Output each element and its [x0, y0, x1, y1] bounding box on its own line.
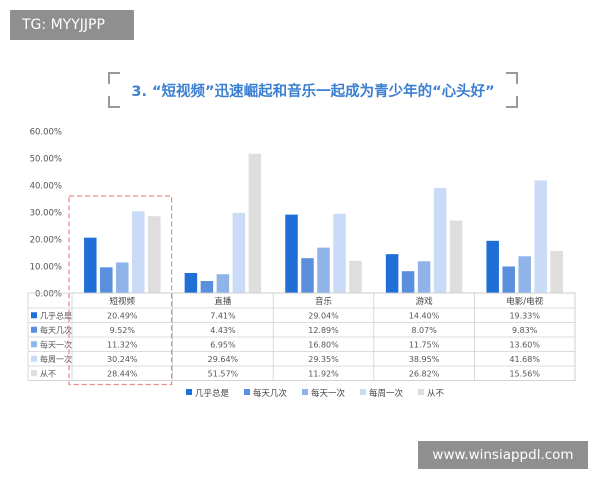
bar-1	[184, 272, 198, 293]
data-label: 20.49%	[107, 311, 138, 320]
frame-corner-bottom-right	[506, 96, 518, 108]
bar-5	[248, 153, 262, 293]
bar-2	[200, 281, 214, 293]
bar-3	[317, 247, 330, 293]
data-label: 8.07%	[411, 326, 437, 335]
bar-2	[301, 258, 314, 293]
bar-2	[100, 267, 113, 293]
watermark-label: www.winsiappdl.com	[418, 441, 588, 469]
table-series-name: 每天几次	[40, 325, 72, 335]
data-label: 51.57%	[208, 369, 239, 378]
legend-label: 每周一次	[369, 388, 404, 399]
legend-label: 每天几次	[253, 388, 288, 399]
table-series-name: 几乎总是	[40, 310, 72, 320]
category-label: 音乐	[315, 296, 333, 307]
bar-2	[502, 266, 515, 293]
telegram-badge: TG: MYYJJPP	[10, 10, 134, 40]
y-tick-label: 60.00%	[30, 128, 62, 138]
legend-swatch	[418, 389, 424, 395]
data-label: 11.75%	[409, 340, 440, 349]
legend-swatch	[360, 389, 366, 395]
table-series-name: 每周一次	[40, 354, 72, 364]
bar-2	[401, 271, 415, 293]
data-label: 28.44%	[107, 369, 138, 378]
bar-3	[417, 261, 431, 293]
chart-title-frame: 3. “短视频”迅速崛起和音乐一起成为青少年的“心头好”	[108, 72, 518, 108]
y-tick-label: 30.00%	[30, 209, 62, 219]
data-label: 29.64%	[208, 355, 239, 364]
data-label: 12.89%	[308, 326, 339, 335]
table-legend-swatch	[31, 326, 37, 333]
data-label: 29.35%	[308, 355, 339, 364]
data-label: 15.56%	[509, 369, 540, 378]
y-tick-label: 40.00%	[30, 182, 62, 192]
chart-title: 3. “短视频”迅速崛起和音乐一起成为青少年的“心头好”	[131, 84, 495, 100]
data-label: 41.68%	[509, 355, 540, 364]
bar-4	[232, 212, 246, 293]
bar-1	[486, 240, 499, 293]
data-label: 11.32%	[107, 340, 138, 349]
data-label: 13.60%	[509, 340, 540, 349]
y-tick-label: 20.00%	[30, 236, 62, 246]
bar-3	[116, 262, 129, 293]
legend-label: 从不	[427, 389, 445, 399]
legend-label: 几乎总是	[195, 388, 230, 399]
data-label: 6.95%	[210, 340, 236, 349]
data-label: 29.04%	[308, 311, 339, 320]
bar-5	[449, 220, 463, 293]
bar-3	[518, 256, 531, 293]
data-label: 9.52%	[110, 326, 136, 335]
highlight-box	[68, 195, 173, 386]
category-label: 短视频	[110, 296, 136, 307]
data-label: 30.24%	[107, 355, 138, 364]
table-legend-swatch	[31, 341, 37, 348]
legend-swatch	[186, 389, 192, 395]
data-label: 11.92%	[308, 369, 339, 378]
data-label: 4.43%	[210, 326, 236, 335]
data-label: 38.95%	[409, 355, 440, 364]
legend-swatch	[302, 389, 308, 395]
y-tick-label: 50.00%	[30, 155, 62, 165]
bar-1	[385, 254, 399, 293]
bar-4	[132, 211, 145, 293]
table-legend-swatch	[31, 355, 37, 362]
table-legend-swatch	[31, 312, 37, 319]
category-label: 游戏	[416, 296, 434, 307]
bar-1	[285, 214, 298, 293]
data-label: 7.41%	[210, 311, 236, 320]
table-series-name: 每天一次	[40, 339, 72, 349]
bar-5	[349, 260, 362, 293]
data-label: 16.80%	[308, 340, 339, 349]
category-label: 直播	[214, 296, 232, 307]
bar-4	[433, 187, 447, 293]
frame-corner-bottom-left	[108, 96, 120, 108]
table-legend-swatch	[31, 370, 37, 377]
y-tick-label: 10.00%	[30, 263, 62, 273]
data-label: 9.83%	[512, 326, 538, 335]
bar-3	[216, 274, 230, 293]
bar-4	[333, 213, 346, 293]
bar-5	[148, 216, 161, 293]
bar-4	[534, 180, 547, 293]
category-label: 电影/电视	[506, 296, 543, 307]
table-series-name: 从不	[40, 369, 56, 378]
frame-corner-top-left	[108, 72, 120, 84]
frame-corner-top-right	[506, 72, 518, 84]
legend-label: 每天一次	[311, 388, 346, 399]
data-label: 14.40%	[409, 311, 440, 320]
bar-5	[550, 250, 563, 293]
legend-swatch	[244, 389, 250, 395]
y-tick-label: 0.00%	[35, 290, 62, 300]
bar-1	[84, 237, 97, 293]
data-label: 26.82%	[409, 369, 440, 378]
data-label: 19.33%	[509, 311, 540, 320]
